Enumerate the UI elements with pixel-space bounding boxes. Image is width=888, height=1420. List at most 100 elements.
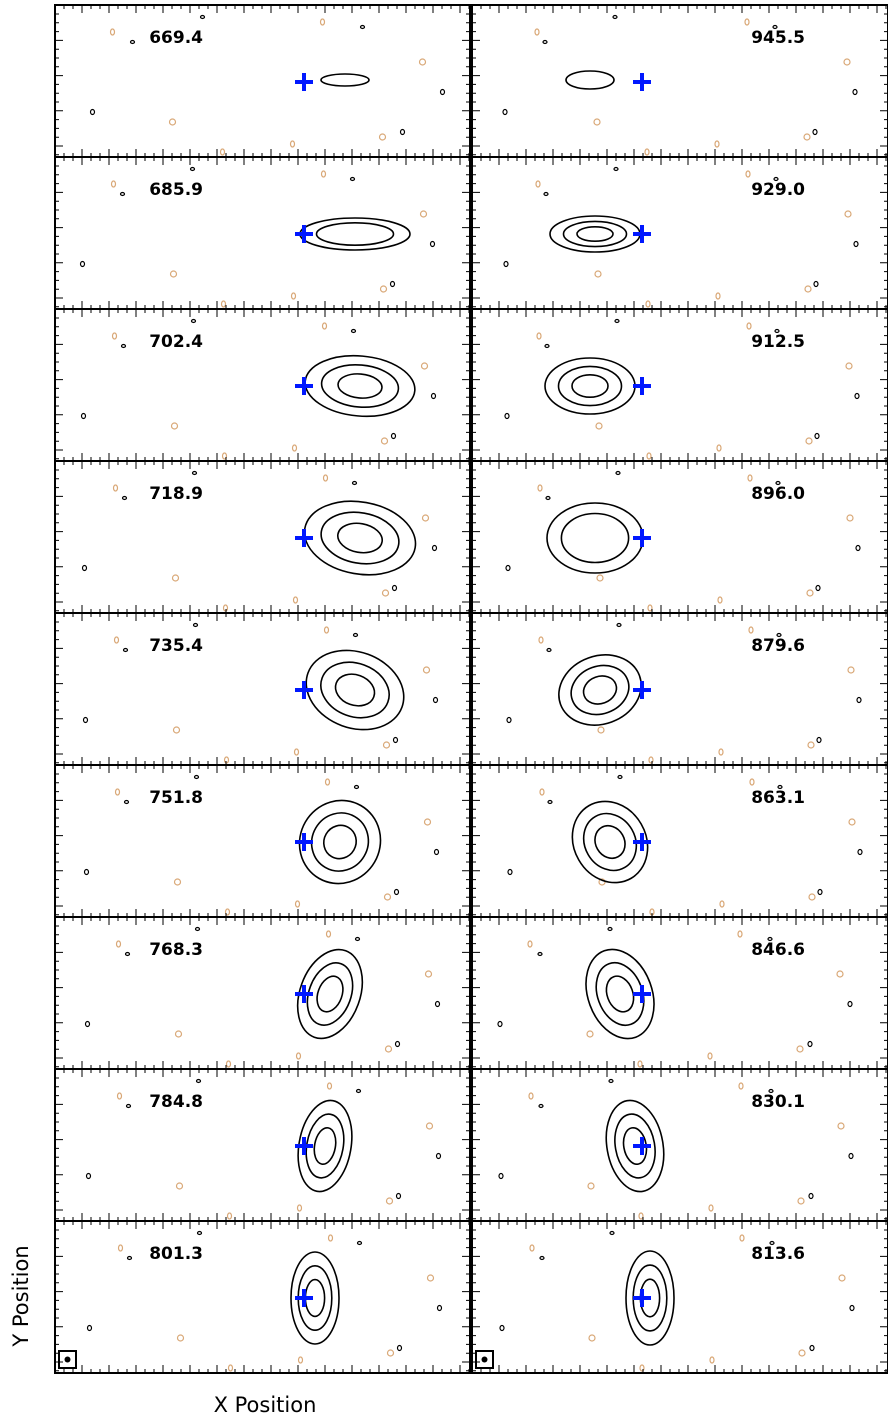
noise-contour [543, 191, 549, 197]
noise-contour [353, 784, 360, 790]
noise-contour [808, 1192, 814, 1200]
noise-contour [383, 893, 392, 901]
noise-contour [297, 1356, 304, 1364]
noise-contour [844, 210, 852, 218]
noise-contour [609, 1230, 615, 1236]
noise-contour [537, 951, 543, 957]
contour [320, 661, 390, 719]
panel-frame [471, 612, 888, 766]
tick-marks [55, 157, 470, 309]
noise-contour [714, 140, 720, 148]
noise-contour [506, 716, 512, 724]
noise-contour [594, 270, 602, 278]
noise-contour [815, 584, 821, 592]
contour [310, 812, 370, 872]
beam-box [58, 1350, 77, 1369]
center-cross [633, 529, 651, 547]
noise-contour [219, 148, 226, 156]
noise-contour [175, 1182, 184, 1190]
tick-marks [472, 917, 888, 1069]
tick-marks [472, 309, 888, 461]
noise-contour [813, 280, 819, 288]
noise-contour [430, 392, 437, 400]
noise-contour [199, 14, 206, 20]
noise-contour [85, 1172, 92, 1180]
noise-contour [505, 564, 511, 572]
center-cross [295, 1137, 313, 1155]
noise-contour [121, 495, 128, 501]
noise-contour [123, 799, 130, 805]
noise-contour [644, 148, 650, 156]
noise-contour [707, 1052, 713, 1060]
noise-contour [588, 1334, 596, 1342]
noise-contour [845, 362, 853, 370]
beam [64, 1356, 71, 1363]
noise-contour [117, 1244, 124, 1252]
noise-contour [421, 514, 430, 522]
noise-contour [535, 180, 541, 188]
noise-contour [432, 696, 439, 704]
panel: 846.6 [471, 916, 888, 1070]
noise-contour [129, 39, 136, 45]
noise-contour [385, 1197, 394, 1205]
tick-marks [55, 1069, 470, 1221]
noise-contour [424, 970, 433, 978]
noise-contour [322, 474, 329, 482]
contour [313, 1126, 337, 1166]
noise-contour [429, 240, 436, 248]
contour [614, 1113, 656, 1179]
panel-label: 863.1 [751, 788, 805, 808]
noise-contour [536, 332, 542, 340]
noise-contour [119, 191, 126, 197]
noise-contour [220, 300, 227, 308]
noise-contour [390, 432, 397, 440]
contour [315, 222, 395, 247]
contour [557, 365, 623, 407]
noise-contour [853, 240, 859, 248]
noise-contour [593, 118, 601, 126]
contour [334, 673, 376, 707]
noise-contour [768, 1088, 774, 1094]
noise-contour [613, 166, 619, 172]
noise-contour [719, 900, 725, 908]
noise-contour [350, 328, 357, 334]
center-cross [295, 377, 313, 395]
contour [297, 1099, 353, 1193]
noise-contour [855, 544, 861, 552]
center-cross [295, 833, 313, 851]
noise-contour [537, 484, 543, 492]
panel: 784.8 [54, 1068, 471, 1222]
tick-marks [55, 461, 470, 613]
noise-contour [291, 444, 298, 452]
contour [305, 1113, 345, 1179]
beam [481, 1356, 488, 1363]
noise-contour [349, 176, 356, 182]
tick-marks [55, 309, 470, 461]
contour [305, 649, 405, 731]
center-cross [295, 73, 313, 91]
panel-frame [54, 764, 471, 918]
noise-contour [114, 788, 121, 796]
noise-contour [171, 574, 180, 582]
noise-contour [708, 1204, 714, 1212]
contour [605, 975, 635, 1013]
panel-label: 879.6 [751, 636, 805, 656]
tick-marks [472, 765, 888, 917]
noise-contour [608, 1078, 614, 1084]
noise-contour [81, 564, 88, 572]
noise-contour [615, 470, 621, 476]
noise-contour [767, 936, 773, 942]
noise-contour [498, 1172, 504, 1180]
noise-contour [433, 848, 440, 856]
panel-frame [471, 460, 888, 614]
contour [320, 511, 400, 565]
noise-contour [221, 452, 228, 460]
noise-contour [389, 280, 396, 288]
noise-contour [648, 756, 654, 764]
noise-contour [354, 936, 361, 942]
panel-frame [471, 764, 888, 918]
noise-contour [774, 328, 780, 334]
noise-contour [717, 596, 723, 604]
panel-frame [471, 1068, 888, 1222]
